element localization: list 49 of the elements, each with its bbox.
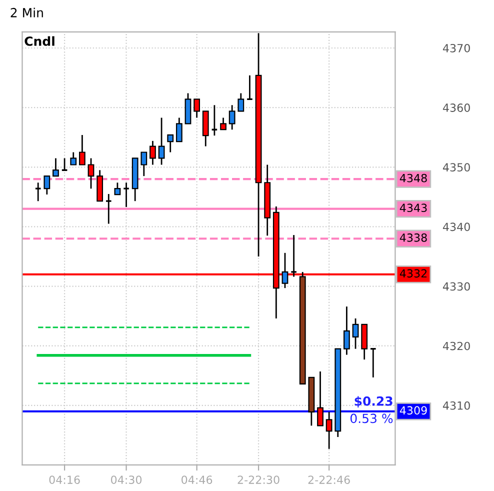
candlestick xyxy=(326,411,332,450)
y-tick-label: 4340 xyxy=(442,222,470,232)
candlestick xyxy=(70,152,77,166)
y-tick-label: 4320 xyxy=(442,342,470,350)
x-tick-label: 2-22:46 xyxy=(308,476,350,484)
candlestick xyxy=(52,158,59,177)
y-tick-label: 4330 xyxy=(442,282,470,291)
x-tick-label: 04:30 xyxy=(110,476,142,484)
annotation: Cndl xyxy=(24,36,54,46)
candlestick xyxy=(140,152,148,177)
x-tick-label: 04:16 xyxy=(49,476,80,484)
ref-line-label: 4309 xyxy=(400,406,427,415)
candlestick xyxy=(220,117,226,130)
candlestick xyxy=(317,370,324,426)
candlestick xyxy=(122,182,130,208)
ref-line-label: 4332 xyxy=(400,269,427,278)
candlestick xyxy=(158,117,165,166)
y-tick-label: 4360 xyxy=(442,104,470,112)
candlestick xyxy=(344,306,350,356)
candlestick xyxy=(290,234,298,278)
ref-line-label: 4338 xyxy=(400,233,427,242)
candlestick xyxy=(246,74,254,100)
candlestick xyxy=(282,252,288,289)
candlestick xyxy=(352,318,359,350)
candlestick xyxy=(238,92,244,112)
x-tick-label: 04:46 xyxy=(182,476,212,484)
annotation: $0.23 xyxy=(354,396,392,408)
candlestick xyxy=(34,182,42,202)
candlestick xyxy=(176,117,182,142)
annotation: 0.53 % xyxy=(350,414,393,424)
ref-line-label: 4348 xyxy=(400,174,427,182)
candlestick xyxy=(44,175,50,196)
candlestick xyxy=(194,98,200,118)
candlestick xyxy=(210,104,218,136)
chart-title: 2 Min xyxy=(10,8,43,18)
candlestick xyxy=(114,182,121,196)
candlestick xyxy=(88,158,94,190)
x-tick-label: 2-22:30 xyxy=(238,476,280,484)
ref-line-label: 4343 xyxy=(400,204,427,212)
candlestick xyxy=(370,348,377,378)
candlestick xyxy=(150,140,156,166)
y-tick-label: 4310 xyxy=(442,401,470,410)
candlestick xyxy=(228,104,236,130)
candlestick xyxy=(78,134,86,166)
candlestick xyxy=(167,134,174,153)
candlestick xyxy=(105,193,112,224)
y-tick-label: 4370 xyxy=(442,44,470,52)
y-tick-label: 4350 xyxy=(442,163,470,172)
candlestick xyxy=(61,158,68,171)
